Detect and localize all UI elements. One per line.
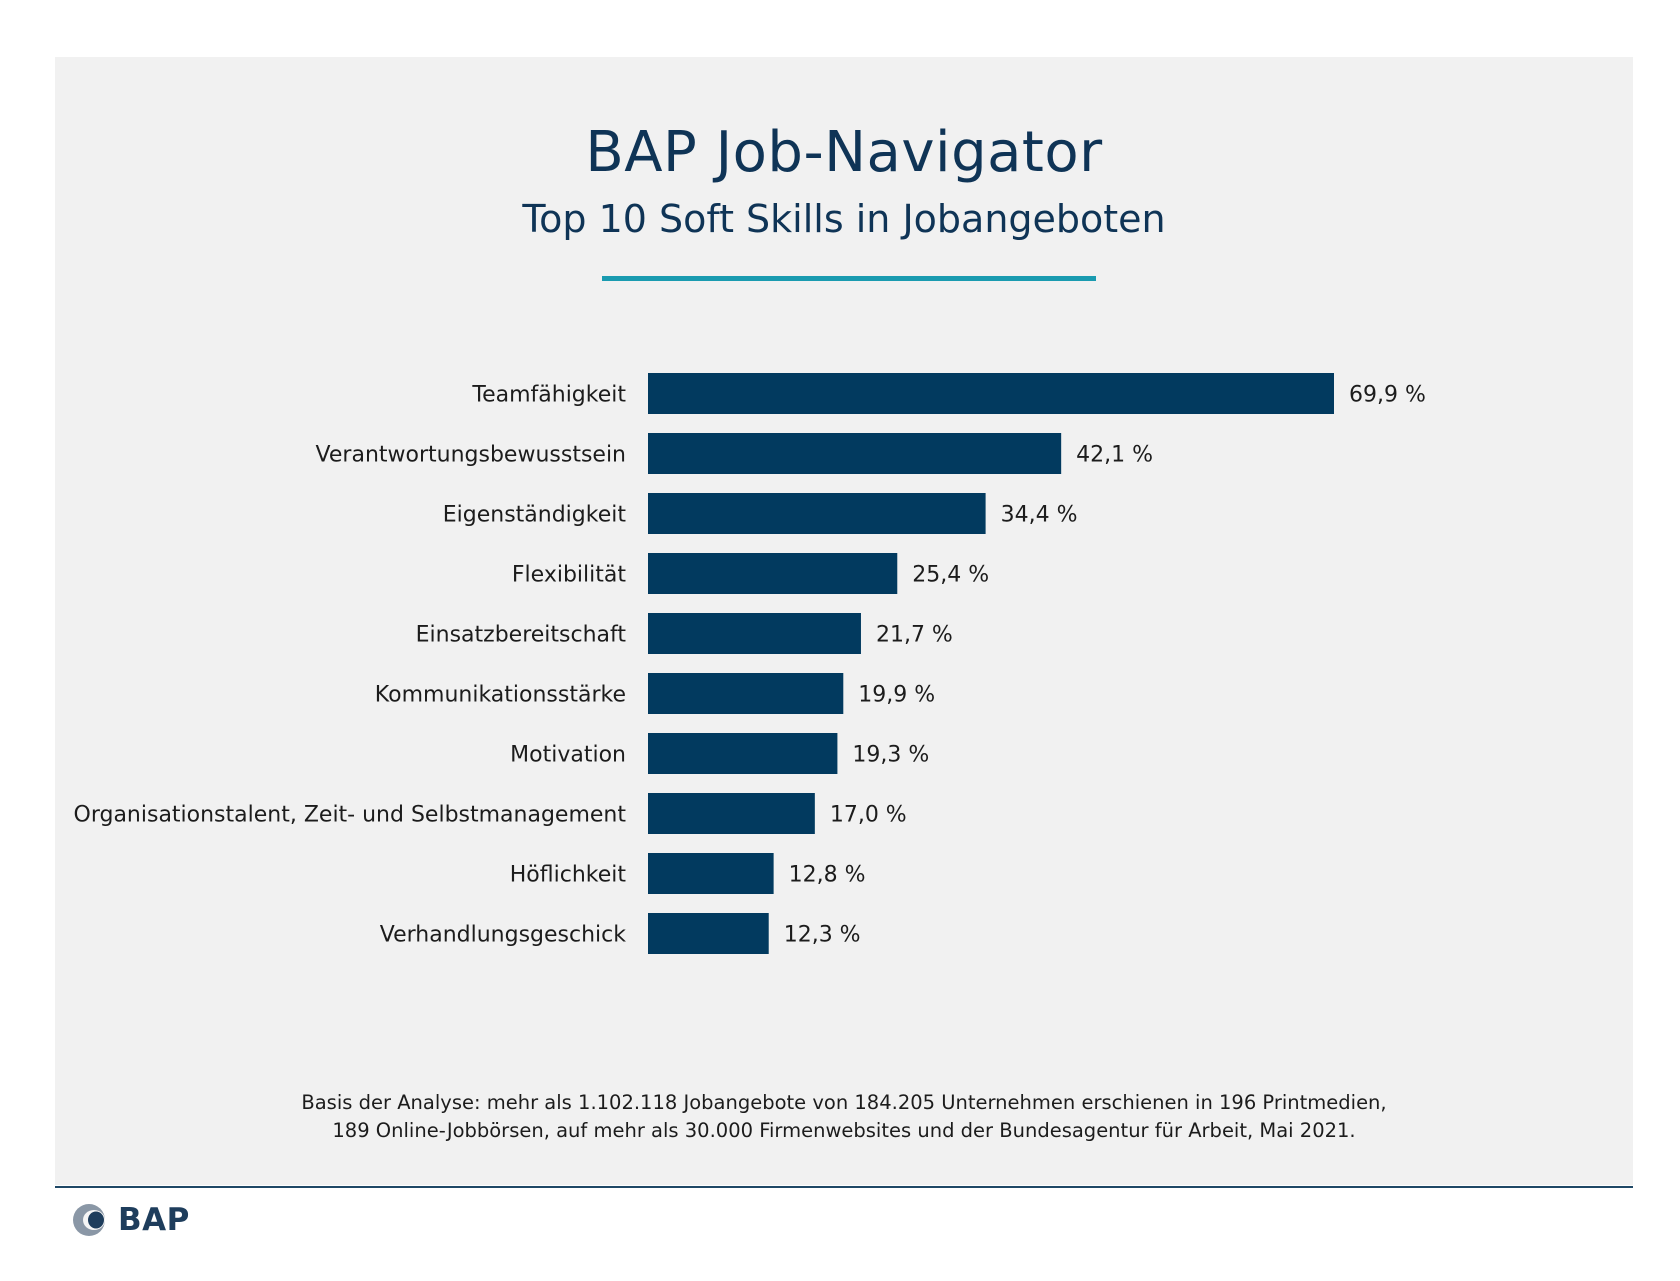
category-label: Organisationstalent, Zeit- und Selbstman… xyxy=(74,803,627,828)
bar-5 xyxy=(648,673,844,714)
bar-0 xyxy=(648,373,1334,414)
bar-9 xyxy=(648,913,769,954)
footnote-line-2: 189 Online-Jobbörsen, auf mehr als 30.00… xyxy=(332,1119,1356,1142)
value-label: 17,0 % xyxy=(830,803,907,828)
category-label: Verantwortungsbewusstsein xyxy=(316,443,626,468)
bap-logo-icon xyxy=(73,1204,105,1236)
page-title: BAP Job-Navigator xyxy=(585,120,1103,185)
bar-2 xyxy=(648,493,986,534)
logo-text: BAP xyxy=(118,1202,190,1238)
category-label: Eigenständigkeit xyxy=(443,503,627,528)
value-label: 12,3 % xyxy=(784,923,861,948)
value-label: 69,9 % xyxy=(1349,383,1426,408)
value-label: 25,4 % xyxy=(912,563,989,588)
category-label: Verhandlungsgeschick xyxy=(380,923,627,948)
bar-6 xyxy=(648,733,838,774)
bap-logo: BAP xyxy=(72,1200,190,1240)
category-label: Einsatzbereitschaft xyxy=(416,623,627,648)
bar-chart: Teamfähigkeit 69,9 % Verantwortungsbewusst… xyxy=(74,373,1426,954)
value-label: 19,9 % xyxy=(858,683,935,708)
footer-rule xyxy=(55,1186,1633,1188)
bar-7 xyxy=(648,793,815,834)
page-subtitle: Top 10 Soft Skills in Jobangeboten xyxy=(522,197,1166,241)
chart-panel: BAP Job-Navigator Top 10 Soft Skills in … xyxy=(55,57,1633,1185)
category-label: Flexibilität xyxy=(512,563,626,588)
bar-1 xyxy=(648,433,1062,474)
footnote-line-1: Basis der Analyse: mehr als 1.102.118 Jo… xyxy=(301,1091,1387,1114)
category-label: Teamfähigkeit xyxy=(471,383,626,408)
bar-8 xyxy=(648,853,774,894)
bar-4 xyxy=(648,613,861,654)
value-label: 42,1 % xyxy=(1076,443,1153,468)
category-label: Kommunikationsstärke xyxy=(375,683,626,708)
value-label: 19,3 % xyxy=(852,743,929,768)
value-label: 34,4 % xyxy=(1001,503,1078,528)
category-label: Motivation xyxy=(510,743,626,768)
title-accent-rule xyxy=(602,276,1096,281)
analysis-footnote: Basis der Analyse: mehr als 1.102.118 Jo… xyxy=(55,1089,1633,1145)
value-label: 21,7 % xyxy=(876,623,953,648)
bar-3 xyxy=(648,553,898,594)
value-label: 12,8 % xyxy=(789,863,866,888)
category-label: Höflichkeit xyxy=(510,863,627,888)
